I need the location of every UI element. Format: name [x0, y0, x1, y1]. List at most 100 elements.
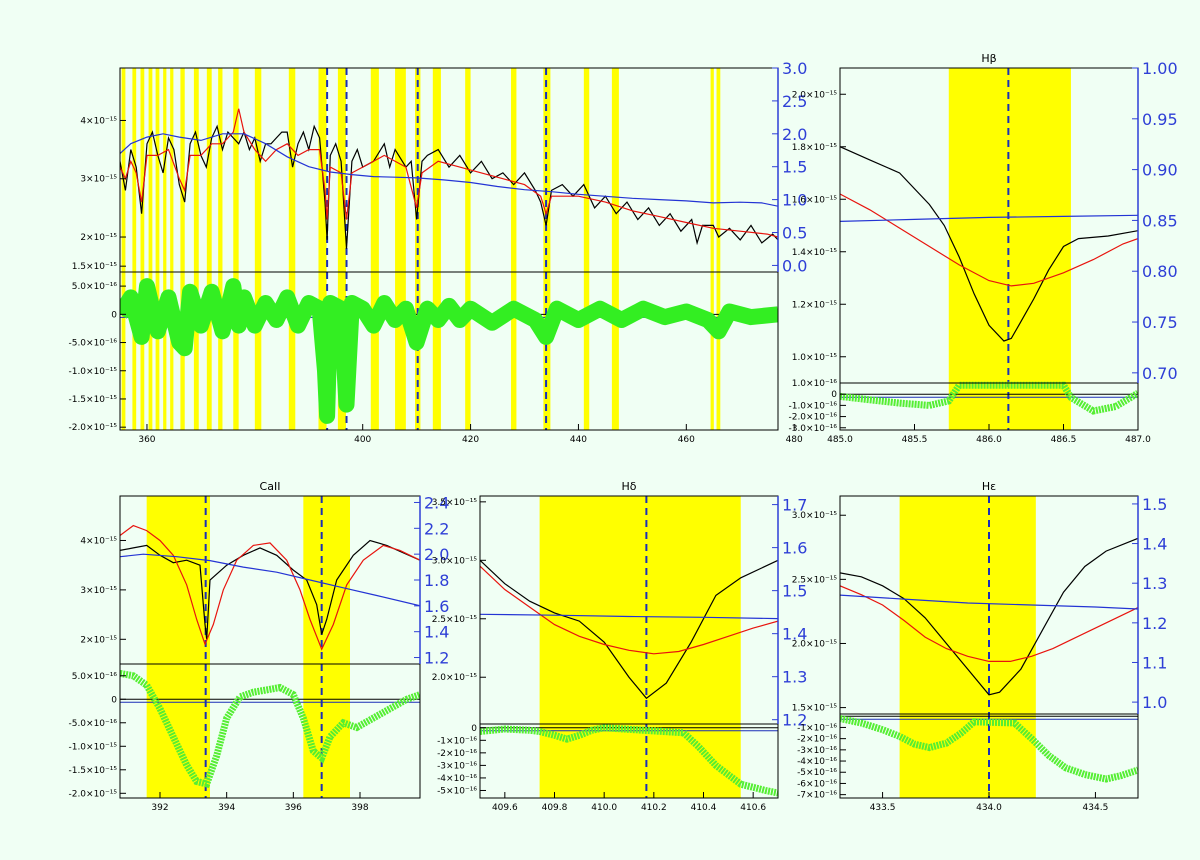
res-tick-label: -1.5×10⁻¹⁵ [68, 395, 117, 405]
line-window-band [432, 68, 441, 430]
series-line [840, 585, 1138, 663]
res-tick-label: -5×10⁻¹⁶ [437, 786, 477, 796]
res-tick-label: -1×10⁻¹⁶ [797, 723, 837, 733]
y2-tick-label: 1.4 [782, 625, 807, 644]
series-line [120, 553, 420, 607]
x-tick-label: 398 [351, 803, 368, 813]
x-tick-label: 434.0 [976, 803, 1002, 813]
panel-title: CaII [260, 480, 281, 493]
residual-frame [119, 663, 421, 799]
residual-frame [479, 723, 779, 799]
y2-tick-label: 1.0 [782, 191, 807, 210]
res-tick-label: 1.0×10⁻¹⁶ [792, 379, 838, 389]
x-tick-label: 410.0 [591, 803, 617, 813]
x-tick-label: 409.8 [542, 803, 568, 813]
res-tick-label: -4×10⁻¹⁶ [797, 757, 837, 767]
res-tick-label: -4×10⁻¹⁶ [437, 774, 477, 784]
y2-tick-label: 1.2 [1142, 614, 1167, 633]
y2-tick-label: 1.3 [1142, 574, 1167, 593]
residual-series [120, 669, 420, 789]
x-tick-label: 410.6 [740, 803, 766, 813]
y-tick-label: 3.5×10⁻¹⁵ [432, 498, 478, 508]
y-tick-label: 2.0×10⁻¹⁵ [792, 90, 838, 100]
res-tick-label: 0 [111, 695, 117, 705]
res-tick-label: -1.5×10⁻¹⁵ [68, 766, 117, 776]
series-line [840, 193, 1138, 287]
y2-tick-label: 0.85 [1142, 211, 1178, 230]
y2-tick-label: 0.5 [782, 224, 807, 243]
series-line [480, 613, 778, 620]
res-tick-label: -5.0×10⁻¹⁶ [68, 339, 117, 349]
panel-full: 360 400 420 440 460 480 1.5×10⁻¹⁵ 2×10⁻¹⁵ 3×10⁻¹… [68, 59, 807, 445]
res-tick-label: -3×10⁻¹⁶ [437, 761, 477, 771]
panel-hd: 409.6 409.8 410.0 410.2 410.4 410.6 2.0×10⁻¹⁵ 2… [432, 480, 808, 813]
res-tick-label: 5.0×10⁻¹⁶ [72, 282, 118, 292]
line-window-band [206, 68, 212, 430]
line-window-band [148, 68, 153, 430]
y-tick-label: 3×10⁻¹⁵ [80, 175, 117, 185]
plot-area [480, 496, 778, 798]
residual-series [840, 381, 1138, 415]
x-tick-label: 480 [786, 435, 803, 445]
x-tick-label: 420 [462, 435, 479, 445]
y2-tick-label: 1.7 [782, 496, 807, 515]
res-tick-label: -7×10⁻¹⁶ [797, 791, 837, 801]
y-tick-label: 1.8×10⁻¹⁵ [792, 143, 838, 153]
y2-tick-label: 1.5 [782, 158, 807, 177]
x-tick-label: 410.4 [691, 803, 717, 813]
x-tick-label: 400 [354, 435, 371, 445]
res-tick-label: -1.0×10⁻¹⁶ [788, 401, 837, 411]
series-line [840, 214, 1138, 222]
line-window-band [218, 68, 223, 430]
line-window-band [716, 68, 721, 430]
line-window-band [611, 68, 619, 430]
y-tick-label: 2×10⁻¹⁵ [80, 233, 117, 243]
y-tick-label: 2.5×10⁻¹⁵ [432, 615, 478, 625]
x-tick-label: 485.0 [827, 435, 853, 445]
x-tick-label: 487.0 [1125, 435, 1151, 445]
res-tick-label: -2.0×10⁻¹⁵ [68, 423, 117, 433]
y2-tick-label: 1.6 [424, 597, 449, 616]
line-window-band [132, 68, 137, 430]
panel-title: Hδ [621, 480, 636, 493]
x-tick-label: 440 [570, 435, 587, 445]
res-tick-label: -5×10⁻¹⁶ [797, 768, 837, 778]
series-line [480, 565, 778, 655]
series-line [120, 539, 420, 640]
x-tick-label: 460 [678, 435, 695, 445]
panel-hb: 485.0 485.5 486.0 486.5 487.0 1.0×10⁻¹⁵ 1.2×10… [788, 52, 1177, 445]
y2-tick-label: 2.2 [424, 519, 449, 538]
y-tick-label: 1.6×10⁻¹⁵ [792, 195, 838, 205]
res-tick-label: 0 [831, 390, 837, 400]
series-line [120, 108, 778, 238]
line-window-band [121, 68, 126, 430]
line-window-band [180, 68, 185, 430]
line-window-band [163, 68, 167, 430]
line-window-band [193, 68, 199, 430]
y2-tick-label: 2.0 [782, 125, 807, 144]
y2-tick-label: 0.90 [1142, 161, 1178, 180]
y-tick-label: 1.0×10⁻¹⁵ [792, 353, 838, 363]
res-tick-label: -1.0×10⁻¹⁵ [68, 367, 117, 377]
line-window-band [155, 68, 160, 430]
y-tick-label: 3.0×10⁻¹⁵ [792, 511, 838, 521]
line-window-band [511, 68, 517, 430]
line-window-band [465, 68, 471, 430]
line-window-band [288, 68, 296, 430]
line-window-band [710, 68, 714, 430]
y2-tick-label: 1.8 [424, 571, 449, 590]
x-tick-label: 486.0 [976, 435, 1002, 445]
y-tick-label: 2.5×10⁻¹⁵ [792, 575, 838, 585]
y2-tick-label: 1.00 [1142, 59, 1178, 78]
res-tick-label: -3×10⁻¹⁶ [797, 746, 837, 756]
y2-tick-label: 1.1 [1142, 653, 1167, 672]
y-tick-label: 4×10⁻¹⁵ [80, 116, 117, 126]
x-tick-label: 485.5 [902, 435, 928, 445]
y2-tick-label: 1.4 [1142, 535, 1167, 554]
residual-series [120, 278, 778, 424]
res-tick-label: -3.0×10⁻¹⁶ [788, 424, 837, 434]
y2-tick-label: 2.4 [424, 493, 449, 512]
x-tick-label: 410.2 [641, 803, 667, 813]
x-tick-label: 486.5 [1051, 435, 1077, 445]
